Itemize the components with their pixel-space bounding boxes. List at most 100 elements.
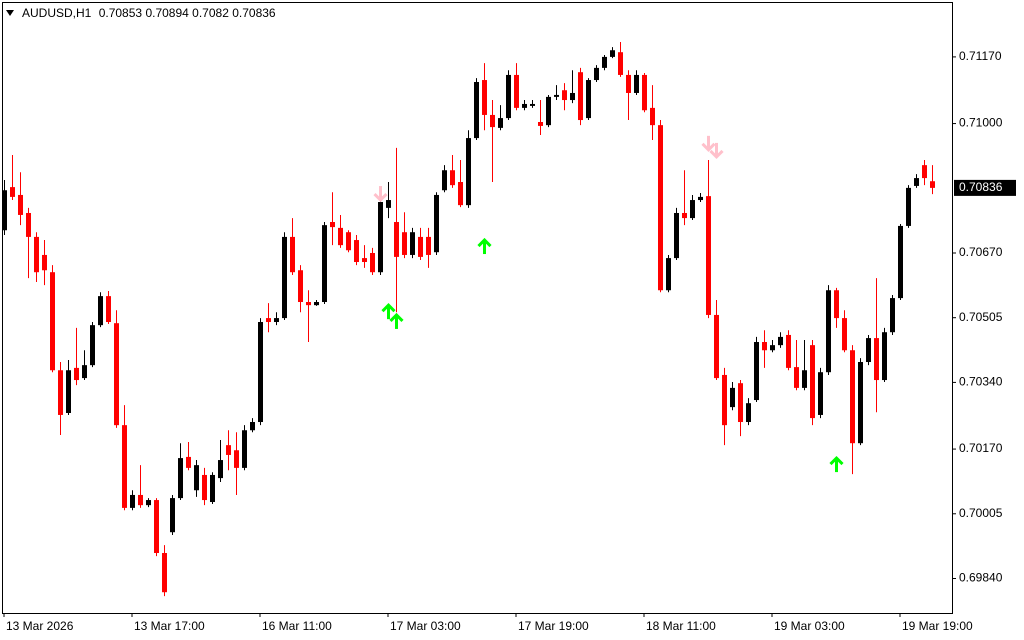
candle-body [274,318,279,323]
sell-arrow [373,186,388,203]
sell-arrow [709,142,724,160]
candle-body [554,94,559,97]
candle-body [650,107,655,126]
candle-body [218,460,223,479]
candle-body [482,80,487,115]
candle-body [714,314,719,379]
last-high: 0.70894 [145,6,189,20]
candle-body [730,387,735,408]
candle-body [258,322,263,423]
symbol-menu-icon[interactable] [6,10,14,16]
candle-body [18,194,23,215]
candle-body [890,298,895,333]
candle-body [610,50,615,57]
candle-body [706,196,711,315]
candle-body [74,367,79,381]
candle-body [146,500,151,506]
candle-body [474,82,479,139]
candle-body [330,222,335,228]
candle-body [122,425,127,508]
candle-body [362,258,367,263]
buy-arrow [477,237,492,255]
arrow-head [701,142,716,152]
candle-body [42,254,47,271]
candle-body [386,200,391,208]
candle-body [410,232,415,255]
candle-body [370,252,375,273]
candle-body [818,372,823,415]
candle-body [186,456,191,468]
candle-body [450,170,455,186]
candle-body [346,232,351,251]
candle-body [2,190,7,231]
candle-body [602,56,607,68]
candle-body [306,302,311,306]
candle-body [658,125,663,291]
candle-body [418,236,423,257]
candle-body [250,422,255,431]
candle-body [394,222,399,257]
candle-body [66,370,71,413]
last-close: 0.70836 [232,6,276,20]
candle-body [194,465,199,491]
candle-body [834,290,839,319]
candle-body [538,122,543,126]
candle-body [826,290,831,373]
candle-body [842,318,847,351]
candle-body [290,236,295,273]
candle-body [522,103,527,108]
candle-body [266,318,271,323]
candle-body [674,212,679,259]
candle-body [354,240,359,263]
y-tick-label: 0.70005 [959,506,1003,520]
candle-body [98,296,103,326]
candle-body [50,272,55,371]
candle-body [234,450,239,468]
candle-body [314,302,319,306]
buy-arrow [389,312,404,329]
candle-body [898,225,903,299]
candle-body [114,323,119,426]
candle-body [210,474,215,503]
arrow-head [829,455,844,466]
arrow-head [389,312,404,323]
x-tick-label: 16 Mar 11:00 [262,619,332,633]
y-tick-label: 0.69840 [959,571,1003,585]
candle-body [666,258,671,291]
x-tick-label: 19 Mar 03:00 [774,619,845,633]
candle-body [498,118,503,128]
candle-body [202,474,207,501]
candle-body [746,403,751,423]
candle-body [506,74,511,119]
x-tick-label: 13 Mar 2026 [6,619,74,633]
arrow-head [477,237,492,248]
y-tick-label: 0.71000 [959,116,1003,130]
candle-body [802,370,807,388]
buy-arrow [829,455,844,473]
candle-body [322,225,327,303]
candle-body [626,74,631,93]
candle-body [82,365,87,379]
candle-body [90,325,95,366]
candle-body [690,200,695,219]
candle-body [442,170,447,191]
arrow-head [381,303,396,313]
candle-body [874,338,879,381]
x-tick-label: 18 Mar 11:00 [646,619,716,633]
candle-body [858,362,863,444]
candle-body [770,345,775,351]
current-price-label: 0.70836 [959,180,1003,194]
candle-body [850,350,855,444]
candle-body [810,345,815,419]
candle-body [578,72,583,121]
candle-body [530,103,535,106]
candle-body [26,212,31,237]
candle-body [778,336,783,346]
candle-body [618,52,623,75]
candle-body [722,374,727,426]
candle-body [738,383,743,423]
candle-body [178,458,183,499]
candle-body [698,196,703,201]
arrow-head [709,149,724,160]
